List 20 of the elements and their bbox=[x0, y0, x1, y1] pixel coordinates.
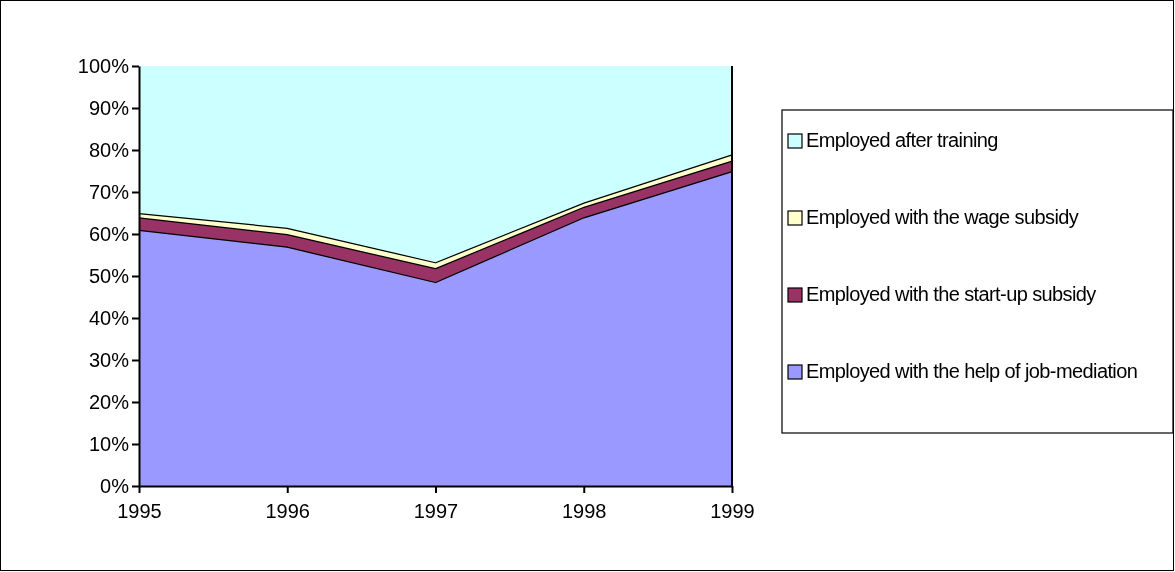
x-tick-label: 1999 bbox=[710, 500, 755, 522]
legend-label: Employed with the start-up subsidy bbox=[806, 283, 1097, 305]
x-tick-label: 1995 bbox=[117, 500, 162, 522]
y-tick-label: 20% bbox=[88, 390, 130, 413]
y-tick-label: 90% bbox=[88, 96, 130, 119]
x-tick-label: 1998 bbox=[562, 500, 607, 522]
y-tick-label: 10% bbox=[88, 432, 130, 455]
y-tick-label: 100% bbox=[77, 54, 130, 77]
y-tick-label: 50% bbox=[88, 264, 130, 287]
x-tick-label: 1997 bbox=[413, 500, 459, 522]
legend-label: Employed with the wage subsidy bbox=[806, 206, 1079, 228]
y-tick-label: 70% bbox=[88, 180, 130, 203]
y-tick-label: 60% bbox=[88, 222, 130, 245]
y-tick-label: 0% bbox=[100, 474, 130, 497]
y-tick-label: 30% bbox=[88, 348, 130, 371]
legend-label: Employed after training bbox=[806, 129, 998, 151]
legend-label: Employed with the help of job-mediation bbox=[806, 360, 1138, 382]
x-tick-label: 1996 bbox=[265, 500, 310, 522]
y-tick-label: 40% bbox=[88, 306, 130, 329]
y-tick-label: 80% bbox=[88, 138, 130, 161]
